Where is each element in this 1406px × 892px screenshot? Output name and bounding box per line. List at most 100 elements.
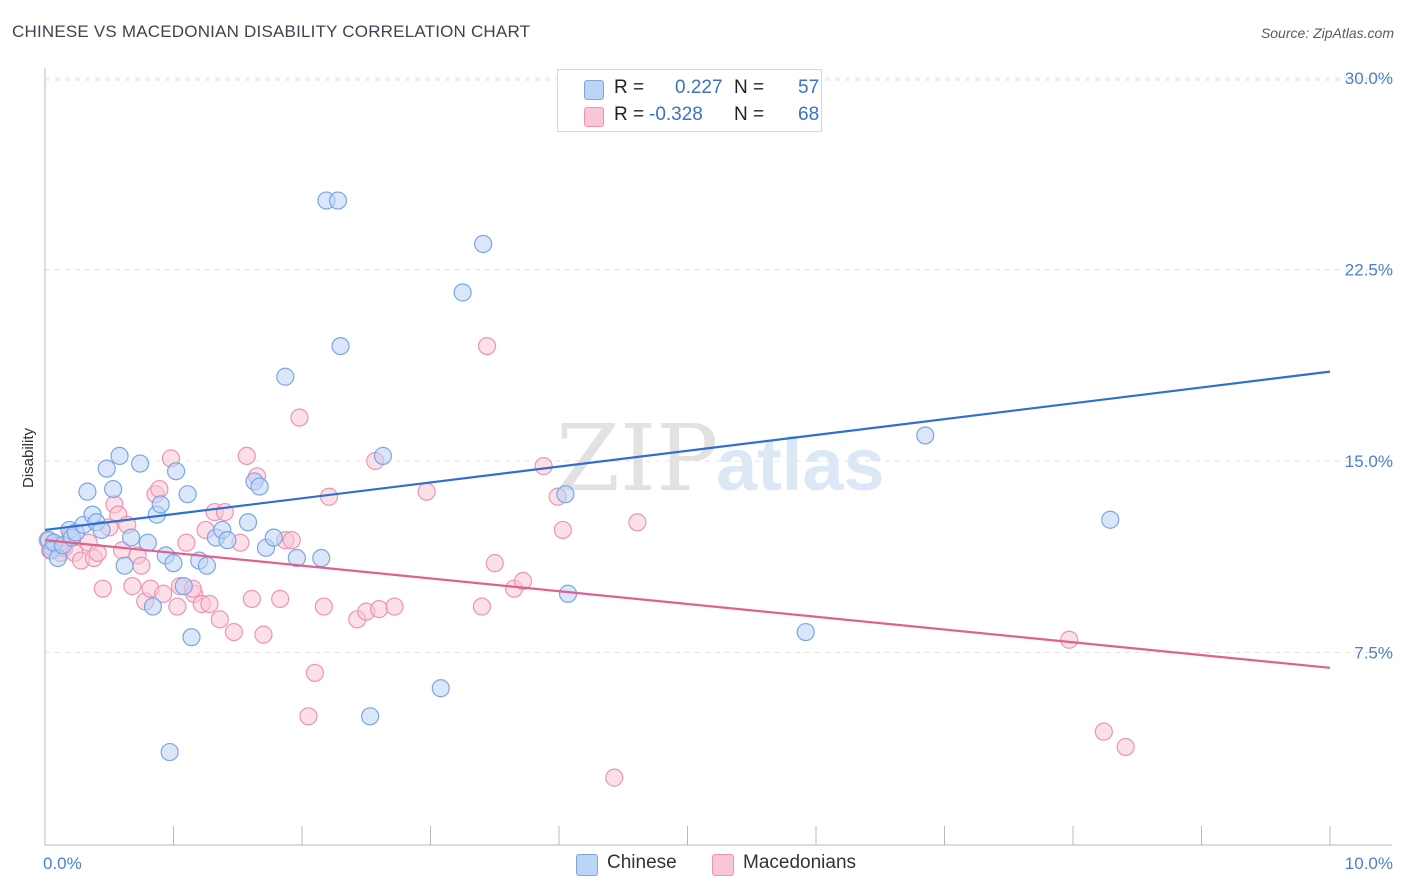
macedonian-point [513,571,533,591]
watermark-atlas: atlas [716,423,885,506]
chinese-point [115,556,134,575]
chinese-point [250,477,269,496]
chinese-point [197,556,217,575]
macedonian-point [628,513,647,532]
chinese-point [182,628,201,647]
chinese-point [453,283,472,302]
legend-n-value: 57 [798,77,820,98]
chinese-point [328,191,348,210]
x-tick-label: 10.0% [1345,854,1393,873]
chinese-point [130,454,150,473]
macedonian-point [282,531,301,550]
chinese-point [287,548,306,568]
chart-title: CHINESE VS MACEDONIAN DISABILITY CORRELA… [12,22,531,41]
chinese-point [238,513,258,532]
stats-legend: R = 0.227 N = 57 R = -0.328 N = 68 [557,69,822,132]
macedonian-point [224,622,243,642]
macedonian-point [314,597,333,616]
chinese-trend-line [44,370,1331,532]
macedonian-swatch-icon [712,854,734,876]
macedonian-point [168,597,187,616]
macedonian-point [1116,737,1135,757]
chinese-point [104,479,123,499]
chinese-point [178,485,197,504]
legend-label: Chinese [607,852,677,873]
legend-r-label: R = [614,77,645,98]
macedonian-point [485,554,504,573]
macedonian-point [305,663,324,683]
macedonian-point [154,584,173,603]
macedonian-point [299,707,318,726]
chinese-point [916,426,935,445]
chinese-point [110,446,129,465]
legend-n-label: N = [734,77,765,98]
macedonian-point [290,408,309,427]
y-tick-label: 22.5% [1345,261,1393,280]
macedonian-point [477,337,497,356]
macedonian-point [370,599,389,619]
chinese-point [151,495,170,514]
macedonian-points [38,337,1135,787]
macedonian-point [254,625,273,644]
trend-lines [44,370,1331,669]
chinese-point [556,485,575,504]
watermark: ZIP atlas [556,405,885,512]
y-tick-label: 30.0% [1345,69,1393,88]
chinese-point [166,462,186,481]
legend-n-value: 68 [798,104,820,125]
x-tick-label: 0.0% [43,854,82,873]
chinese-swatch-icon [576,854,598,876]
macedonian-point [417,482,436,501]
chinese-point [121,528,141,547]
legend-n-label: N = [734,104,765,125]
chinese-point [361,707,380,726]
macedonian-point [177,533,196,552]
macedonian-swatch-icon [584,107,604,127]
legend-label: Macedonians [743,852,857,873]
macedonian-point [605,768,624,787]
macedonian-point [553,520,572,540]
chinese-point [138,533,157,552]
y-tick-label: 15.0% [1345,452,1393,471]
chinese-point [264,528,283,547]
chinese-point [373,446,393,465]
chinese-point [312,548,331,568]
chinese-point [160,742,179,762]
chinese-point [331,337,350,356]
macedonian-point [200,594,219,614]
macedonian-point [237,446,256,465]
chinese-point [796,622,815,642]
chinese-point [92,520,111,540]
chinese-point [97,459,116,478]
legend-r-value: -0.328 [649,104,703,125]
macedonian-point [150,479,169,499]
macedonian-point [1094,722,1113,741]
legend-r-label: R = [614,104,645,125]
chinese-point [276,367,295,386]
tick-labels: 7.5% 15.0% 22.5% 30.0% 0.0% 10.0% [43,69,1393,873]
macedonian-point [93,579,112,598]
macedonian-point [472,597,491,616]
macedonian-point [132,556,151,575]
chinese-point [218,531,237,550]
y-axis-label: Disability [20,427,37,488]
macedonian-point [123,577,142,596]
chinese-point [78,482,97,501]
chinese-point [431,679,450,698]
source-note: Source: ZipAtlas.com [1260,25,1394,41]
chinese-point [474,234,493,254]
macedonian-point [534,457,553,476]
watermark-zip: ZIP [556,405,718,512]
axes [44,68,1392,846]
legend-r-value: 0.227 [675,77,723,98]
macedonian-trend-line [44,539,1331,669]
chinese-point [143,597,163,616]
chinese-point [174,577,193,596]
chinese-swatch-icon [584,80,604,100]
macedonian-point [210,610,229,629]
y-tick-label: 7.5% [1354,644,1393,663]
macedonian-point [242,589,261,608]
macedonian-point [271,589,290,608]
chinese-point [164,554,183,573]
